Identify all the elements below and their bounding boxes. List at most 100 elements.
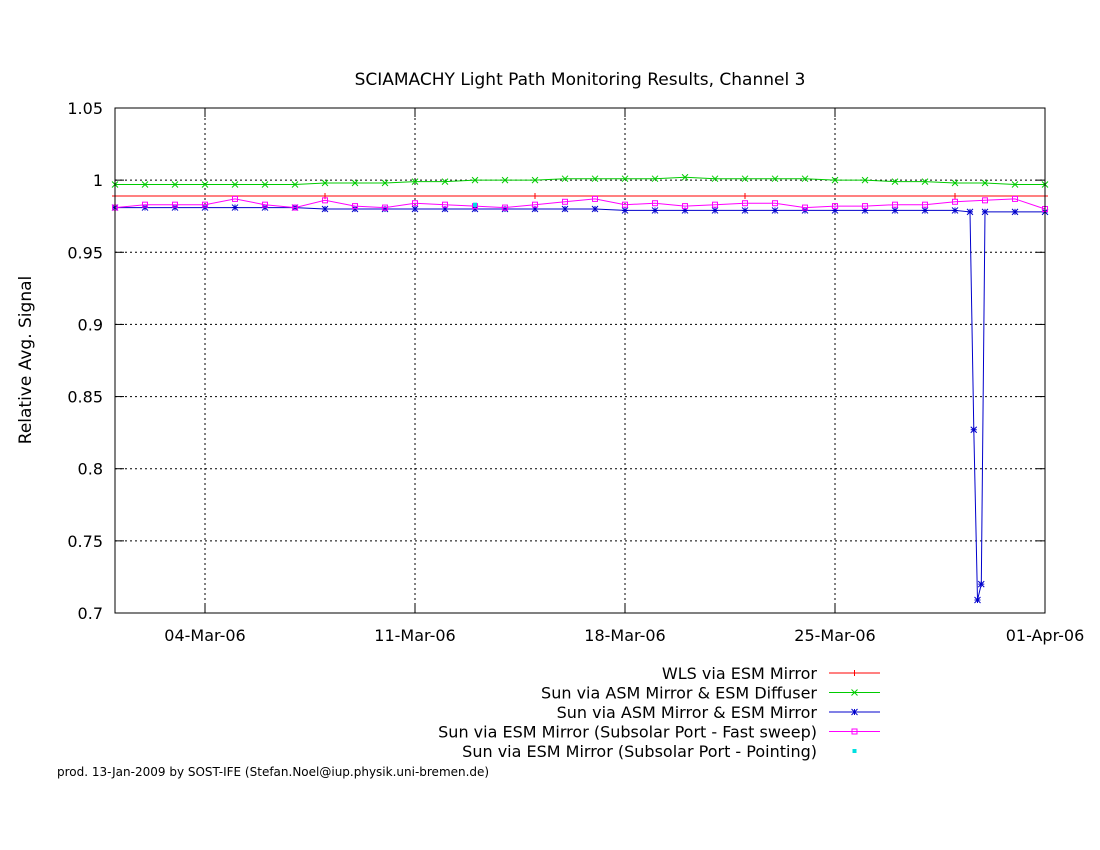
data-point <box>231 204 239 211</box>
data-point <box>852 749 857 753</box>
data-point <box>231 181 239 188</box>
data-point <box>441 205 449 213</box>
data-point <box>681 173 689 181</box>
series-line <box>115 176 1045 185</box>
y-tick-label: 1.05 <box>67 99 103 118</box>
data-point <box>981 208 989 216</box>
series-star <box>111 204 1049 604</box>
series-square <box>112 195 1048 212</box>
legend-entry: Sun via ASM Mirror & ESM Diffuser <box>541 684 817 703</box>
data-point <box>891 178 899 185</box>
y-tick-label: 0.75 <box>67 532 103 551</box>
data-point <box>141 181 149 188</box>
data-point <box>562 198 568 205</box>
legend-entry: Sun via ASM Mirror & ESM Mirror <box>557 703 818 722</box>
data-point <box>921 207 929 214</box>
x-tick-label: 11-Mar-06 <box>374 626 455 645</box>
data-point <box>771 207 779 214</box>
data-point <box>952 193 958 200</box>
footer-credit: prod. 13-Jan-2009 by SOST-IFE (Stefan.No… <box>57 765 489 779</box>
data-point <box>232 195 238 202</box>
grid <box>115 108 1045 613</box>
legend-entry: Sun via ESM Mirror (Subsolar Port - Fast… <box>438 723 817 742</box>
data-point <box>951 207 959 214</box>
data-point <box>382 204 388 211</box>
data-point <box>322 197 328 204</box>
series-line <box>114 198 1046 210</box>
y-tick-label: 0.7 <box>78 604 103 623</box>
data-point <box>831 176 839 184</box>
y-tick-label: 0.95 <box>67 243 103 262</box>
data-point <box>532 193 538 200</box>
data-point <box>351 179 359 187</box>
data-point <box>321 179 329 187</box>
data-point <box>952 198 958 205</box>
data-point <box>201 181 209 188</box>
x-tick-label: 25-Mar-06 <box>794 626 875 645</box>
x-tick-label: 04-Mar-06 <box>164 626 245 645</box>
data-point <box>851 708 858 716</box>
data-point <box>982 197 988 204</box>
data-point <box>381 179 389 187</box>
data-point <box>801 175 809 183</box>
legend-entry: Sun via ESM Mirror (Subsolar Port - Poin… <box>462 742 817 761</box>
chart-title: SCIAMACHY Light Path Monitoring Results,… <box>355 70 806 90</box>
data-point <box>802 204 808 211</box>
data-point <box>651 175 659 183</box>
data-point <box>1012 195 1018 202</box>
data-point <box>531 176 539 184</box>
data-point <box>292 204 298 211</box>
series-cross <box>111 173 1049 188</box>
data-point <box>621 175 629 183</box>
data-point <box>531 205 539 213</box>
data-point <box>711 175 719 183</box>
data-point <box>622 201 628 208</box>
data-point <box>501 176 509 184</box>
data-point <box>711 207 719 214</box>
data-point <box>741 207 749 214</box>
data-point <box>681 207 689 214</box>
plot-series <box>111 173 1049 604</box>
data-point <box>261 181 269 188</box>
data-point <box>262 201 268 208</box>
data-point <box>851 728 858 735</box>
data-point <box>742 200 748 207</box>
data-point <box>651 207 659 214</box>
data-point <box>171 181 179 188</box>
data-point <box>861 176 869 184</box>
data-point <box>970 426 978 434</box>
data-point <box>974 596 981 604</box>
data-point <box>502 204 508 211</box>
series-dot <box>473 202 477 207</box>
axis-ticks: 0.7 0.75 0.8 0.85 0.9 0.95 1 1.05 04-Mar-06 11-Ma… <box>67 99 1084 645</box>
data-point <box>652 200 658 207</box>
data-point <box>473 202 477 207</box>
data-point <box>891 207 899 214</box>
data-point <box>621 207 629 214</box>
data-point <box>742 193 748 200</box>
data-point <box>966 208 974 216</box>
y-axis-label: Relative Avg. Signal <box>16 276 36 444</box>
data-point <box>831 207 839 214</box>
data-point <box>561 205 569 213</box>
data-point <box>591 205 599 213</box>
data-point <box>592 195 598 202</box>
data-point <box>441 178 449 185</box>
data-point <box>861 207 869 214</box>
data-point <box>741 175 749 183</box>
data-point <box>561 175 569 183</box>
y-tick-label: 0.8 <box>78 460 103 479</box>
data-point <box>832 203 838 210</box>
series-plus <box>112 193 1048 200</box>
data-point <box>851 689 858 696</box>
data-point <box>202 201 208 208</box>
data-point <box>591 175 599 183</box>
data-point <box>1011 181 1019 188</box>
data-point <box>442 201 448 208</box>
data-point <box>291 181 299 188</box>
data-point <box>981 179 989 187</box>
data-point <box>412 200 418 207</box>
data-point <box>321 205 329 213</box>
